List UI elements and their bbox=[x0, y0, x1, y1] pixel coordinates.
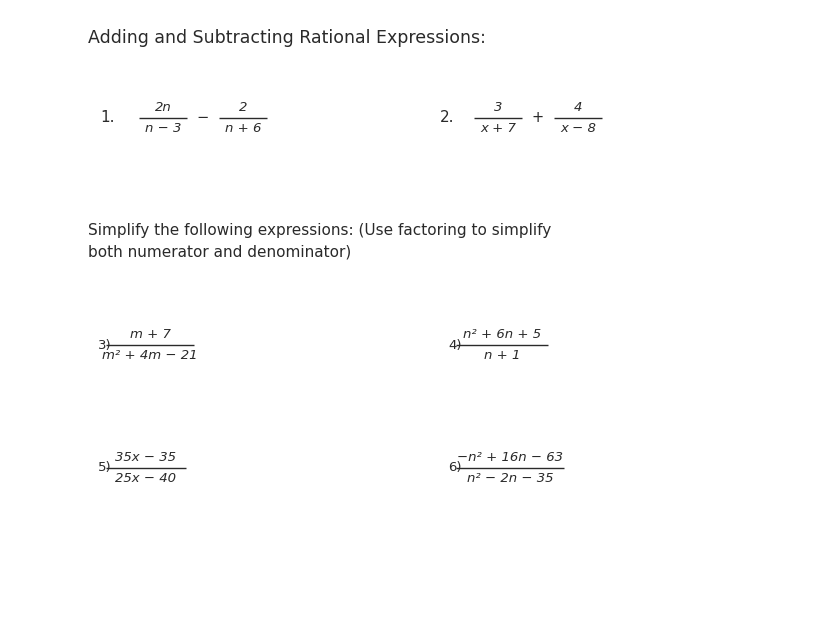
Text: 1.: 1. bbox=[100, 111, 114, 125]
Text: +: + bbox=[531, 111, 543, 125]
Text: 2: 2 bbox=[238, 101, 247, 114]
Text: 25x − 40: 25x − 40 bbox=[115, 472, 176, 485]
Text: 4): 4) bbox=[447, 339, 461, 351]
Text: Simplify the following expressions: (Use factoring to simplify: Simplify the following expressions: (Use… bbox=[88, 223, 551, 237]
Text: n² + 6n + 5: n² + 6n + 5 bbox=[462, 328, 540, 341]
Text: −n² + 16n − 63: −n² + 16n − 63 bbox=[457, 451, 562, 464]
Text: 5): 5) bbox=[98, 461, 112, 474]
Text: n + 6: n + 6 bbox=[225, 122, 261, 135]
Text: n − 3: n − 3 bbox=[145, 122, 181, 135]
Text: 2n: 2n bbox=[155, 101, 171, 114]
Text: x + 7: x + 7 bbox=[480, 122, 515, 135]
Text: 6): 6) bbox=[447, 461, 461, 474]
Text: m² + 4m − 21: m² + 4m − 21 bbox=[102, 349, 198, 362]
Text: n² − 2n − 35: n² − 2n − 35 bbox=[466, 472, 552, 485]
Text: x − 8: x − 8 bbox=[559, 122, 595, 135]
Text: −: − bbox=[197, 111, 209, 125]
Text: 35x − 35: 35x − 35 bbox=[115, 451, 176, 464]
Text: n + 1: n + 1 bbox=[483, 349, 519, 362]
Text: both numerator and denominator): both numerator and denominator) bbox=[88, 244, 351, 259]
Text: 3: 3 bbox=[493, 101, 502, 114]
Text: 3): 3) bbox=[98, 339, 112, 351]
Text: m + 7: m + 7 bbox=[129, 328, 170, 341]
Text: Adding and Subtracting Rational Expressions:: Adding and Subtracting Rational Expressi… bbox=[88, 29, 485, 47]
Text: 2.: 2. bbox=[439, 111, 454, 125]
Text: 4: 4 bbox=[573, 101, 581, 114]
